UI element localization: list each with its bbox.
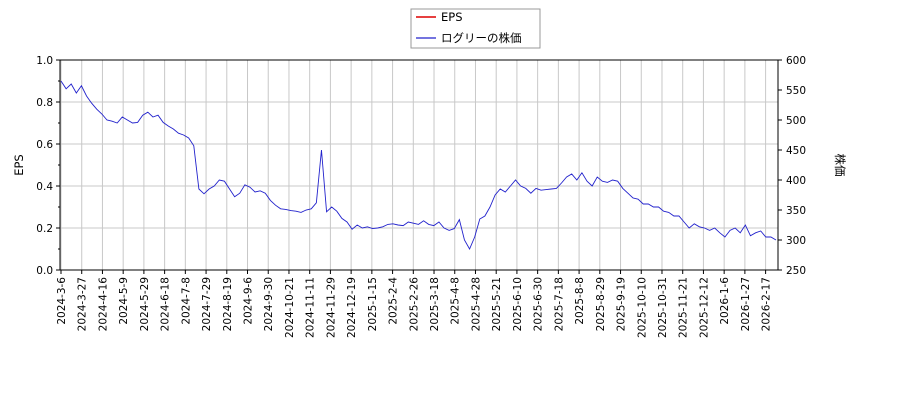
right-tick-label: 350 — [786, 205, 806, 217]
x-tick-label: 2025-4-28 — [470, 277, 482, 331]
left-tick-label: 0.6 — [36, 139, 53, 151]
left-tick-label: 0.8 — [36, 97, 53, 109]
left-axis: 0.0 0.2 0.4 0.6 0.8 1.0 — [36, 55, 60, 277]
x-tick-label: 2024-3-27 — [77, 277, 89, 331]
right-axis-label: 株価 — [833, 154, 847, 177]
x-tick-label: 2026-1-6 — [719, 277, 731, 325]
x-tick-label: 2025-10-31 — [657, 277, 669, 338]
x-tick-label: 2025-8-29 — [595, 277, 607, 331]
left-tick-label: 0.0 — [36, 265, 53, 277]
left-tick-label: 0.2 — [36, 223, 53, 235]
x-tick-label: 2025-9-19 — [616, 277, 628, 331]
x-tick-label: 2025-7-18 — [553, 277, 565, 331]
x-tick-label: 2024-7-29 — [201, 277, 213, 331]
x-tick-label: 2025-2-26 — [408, 277, 420, 332]
right-tick-label: 250 — [786, 265, 806, 277]
x-tick-label: 2024-6-18 — [160, 277, 172, 331]
legend-entry-price: ログリーの株価 — [441, 31, 522, 45]
x-tick-label: 2025-5-21 — [491, 277, 503, 331]
x-tick-label: 2025-11-21 — [678, 277, 690, 338]
left-tick-label: 1.0 — [36, 55, 53, 67]
x-tick-label: 2025-8-8 — [574, 277, 586, 325]
x-tick-label: 2024-5-9 — [118, 277, 130, 325]
x-tick-label: 2025-10-10 — [636, 277, 648, 338]
plot-frame — [59, 59, 779, 271]
x-tick-label: 2026-1-27 — [740, 277, 752, 331]
x-tick-label: 2026-2-17 — [761, 277, 773, 331]
right-tick-label: 600 — [786, 55, 806, 67]
x-tick-label: 2025-6-30 — [533, 277, 545, 331]
grid — [60, 59, 778, 271]
legend: EPS ログリーの株価 — [410, 8, 541, 49]
x-tick-label: 2024-10-21 — [284, 277, 296, 338]
right-tick-label: 450 — [786, 145, 806, 157]
x-tick-label: 2024-3-6 — [56, 277, 68, 325]
x-tick-label: 2025-4-8 — [450, 277, 462, 325]
left-tick-label: 0.4 — [36, 181, 53, 193]
x-tick-label: 2025-6-10 — [512, 277, 524, 331]
price-series-line — [60, 80, 777, 251]
left-axis-label: EPS — [12, 154, 26, 176]
right-tick-label: 400 — [786, 175, 806, 187]
legend-entry-eps: EPS — [441, 10, 463, 24]
right-tick-label: 300 — [786, 235, 806, 247]
x-tick-label: 2024-5-29 — [139, 277, 151, 331]
legend-box — [410, 8, 541, 49]
right-tick-label: 550 — [786, 85, 806, 97]
x-tick-label: 2024-11-29 — [325, 277, 337, 338]
x-tick-label: 2024-8-19 — [222, 277, 234, 331]
x-tick-label: 2025-1-15 — [367, 277, 379, 331]
x-tick-label: 2024-12-19 — [346, 277, 358, 338]
x-tick-label: 2024-11-11 — [305, 277, 317, 338]
x-tick-label: 2025-12-12 — [698, 277, 710, 338]
x-tick-label: 2024-9-6 — [243, 277, 255, 325]
right-tick-label: 500 — [786, 115, 806, 127]
x-tick-label: 2024-4-16 — [97, 277, 109, 332]
x-tick-label: 2024-7-8 — [180, 277, 192, 325]
x-axis: 2024-3-6 2024-3-27 2024-4-16 2024-5-9 2024-5… — [56, 270, 773, 338]
x-tick-label: 2025-3-18 — [429, 277, 441, 331]
x-tick-label: 2025-2-4 — [388, 277, 400, 325]
x-tick-label: 2024-9-30 — [263, 277, 275, 331]
right-axis: 250 300 350 400 450 500 550 600 — [778, 55, 806, 277]
